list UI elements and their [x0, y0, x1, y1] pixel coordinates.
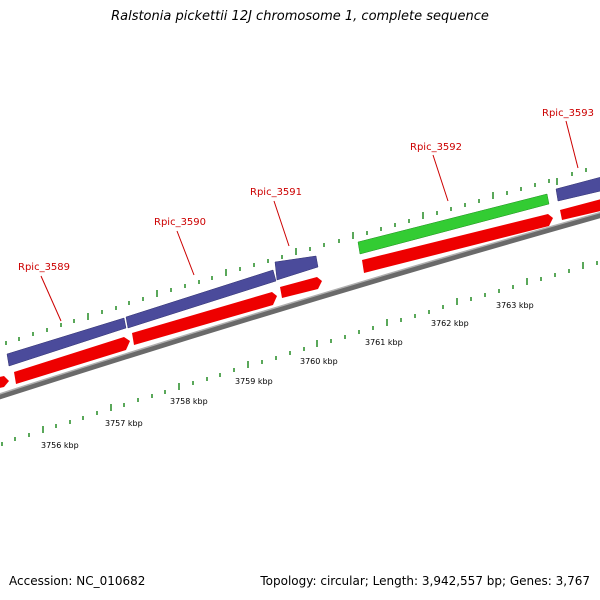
accession-text: Accession: NC_010682: [9, 574, 146, 588]
gene-leaders: [40, 120, 579, 322]
gene-label: Rpic_3590: [154, 217, 206, 228]
backbone-highlight: [0, 211, 600, 395]
map-title: Ralstonia pickettii 12J chromosome 1, co…: [111, 9, 489, 24]
kbp-label: 3757 kbp: [105, 419, 143, 428]
kbp-label: 3758 kbp: [170, 397, 208, 406]
cds-arrow: [280, 277, 322, 298]
gene-bar: [274, 255, 319, 281]
kbp-label: 3759 kbp: [235, 377, 273, 386]
gene-bar: [357, 193, 550, 255]
topology-summary: Topology: circular; Length: 3,942,557 bp…: [260, 574, 590, 588]
gene-label: Rpic_3591: [250, 187, 302, 198]
cds-arrow: [560, 199, 600, 220]
cds-arrow: [14, 337, 130, 384]
gene-bar: [555, 177, 600, 202]
kbp-label: 3761 kbp: [365, 338, 403, 347]
kbp-label: 3762 kbp: [431, 319, 469, 328]
gene-label: Rpic_3593: [542, 108, 594, 119]
gene-label: Rpic_3589: [18, 262, 70, 273]
cds-arrow: [0, 376, 9, 388]
kbp-label: 3756 kbp: [41, 441, 79, 450]
cds-arrow: [132, 292, 277, 345]
lower-tick-track: [1, 261, 598, 446]
gene-bar: [6, 317, 127, 367]
cds-arrow: [362, 214, 553, 273]
backbone-line: [0, 213, 600, 400]
gene-label: Rpic_3592: [410, 142, 462, 153]
kbp-label: 3760 kbp: [300, 357, 338, 366]
kbp-label: 3763 kbp: [496, 301, 534, 310]
gene-bar: [125, 269, 277, 329]
upper-tick-track: [5, 168, 587, 345]
